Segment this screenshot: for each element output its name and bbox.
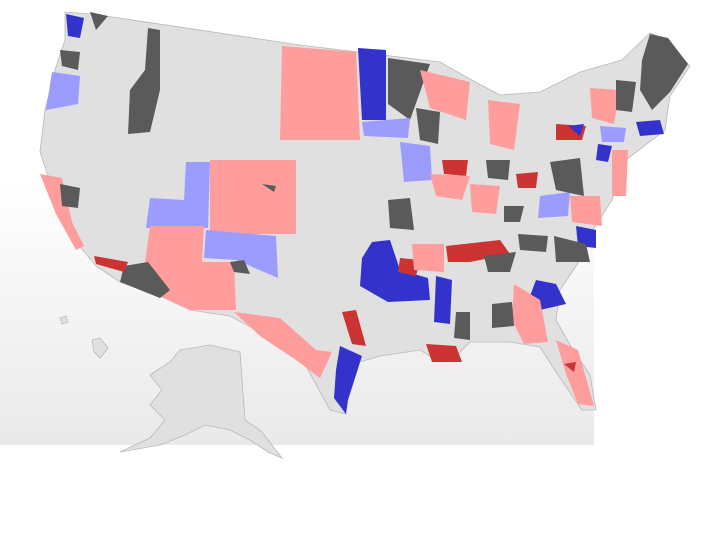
district (60, 184, 80, 208)
district (636, 120, 664, 136)
district (146, 162, 210, 228)
alaska (119, 344, 284, 459)
district (66, 14, 84, 38)
district (234, 312, 332, 378)
district (504, 206, 524, 222)
district (470, 184, 500, 214)
district (420, 70, 470, 120)
district (358, 48, 386, 120)
district (442, 160, 468, 176)
district (362, 118, 410, 138)
district (550, 158, 584, 196)
district (360, 240, 430, 302)
district (554, 236, 590, 262)
district (400, 142, 432, 182)
district (280, 46, 360, 140)
district (568, 124, 584, 136)
district (492, 302, 514, 328)
district (538, 192, 570, 218)
district (516, 172, 538, 188)
district (430, 174, 470, 200)
district (60, 50, 80, 70)
district (556, 340, 594, 406)
district (426, 344, 462, 362)
district (388, 198, 414, 230)
district (596, 144, 612, 162)
district (210, 160, 296, 234)
district (616, 80, 636, 112)
district (590, 88, 620, 124)
district (334, 346, 362, 414)
district (518, 234, 548, 252)
district (388, 58, 430, 120)
district (204, 230, 278, 278)
district (94, 256, 128, 272)
hawaii (91, 337, 109, 359)
district (342, 310, 366, 346)
district (412, 244, 444, 272)
district (570, 196, 602, 226)
district (488, 100, 520, 150)
district (120, 262, 170, 298)
district (434, 276, 452, 324)
district (262, 184, 276, 192)
district (484, 252, 516, 272)
district (416, 108, 440, 144)
district (564, 362, 576, 372)
district (230, 260, 250, 274)
district (576, 226, 596, 248)
district (612, 150, 628, 196)
district (90, 12, 108, 30)
district (600, 126, 626, 142)
district (486, 160, 510, 180)
district (512, 284, 548, 344)
district (454, 312, 470, 340)
district (640, 34, 688, 110)
district (40, 174, 84, 250)
district (46, 72, 80, 110)
hawaii-island (59, 315, 69, 325)
district (128, 28, 160, 134)
